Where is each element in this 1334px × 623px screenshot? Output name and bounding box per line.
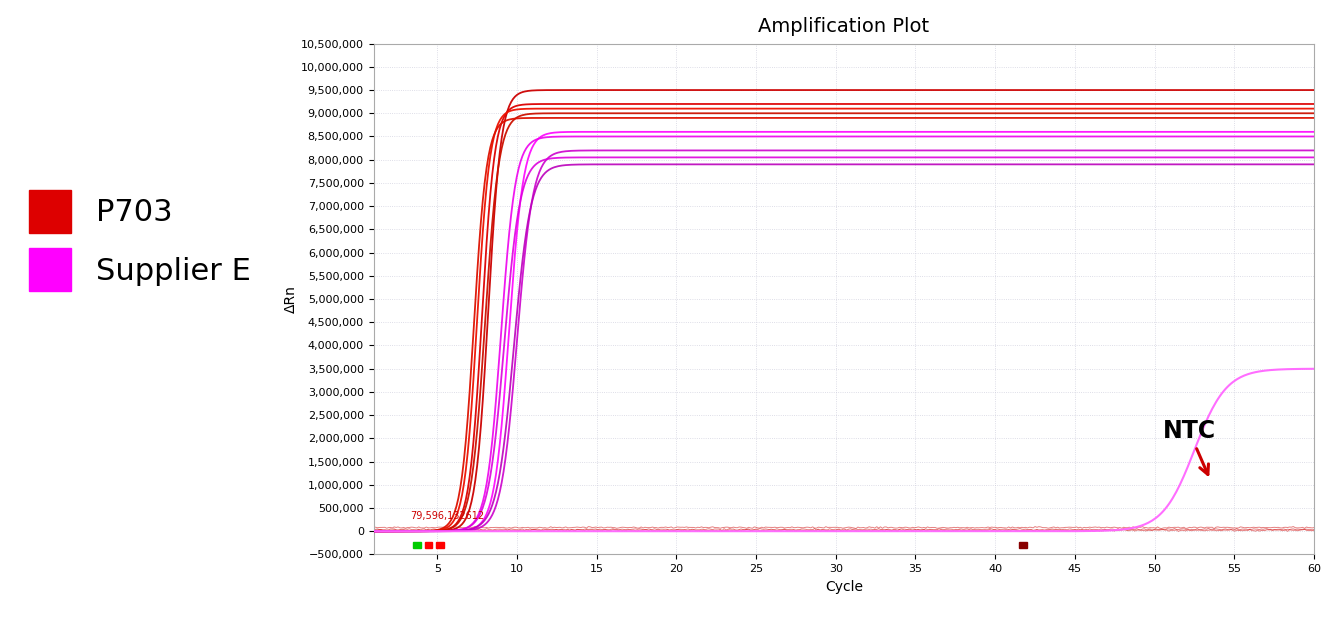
Bar	[436, 542, 444, 548]
Legend: P703, Supplier E: P703, Supplier E	[28, 190, 251, 292]
Text: 79,596,132612: 79,596,132612	[410, 511, 484, 521]
Bar	[424, 542, 432, 548]
Bar	[1019, 542, 1027, 548]
Bar	[414, 542, 422, 548]
X-axis label: Cycle: Cycle	[824, 580, 863, 594]
Text: NTC: NTC	[1162, 419, 1215, 475]
Y-axis label: ΔRn: ΔRn	[284, 285, 297, 313]
Title: Amplification Plot: Amplification Plot	[758, 17, 930, 37]
